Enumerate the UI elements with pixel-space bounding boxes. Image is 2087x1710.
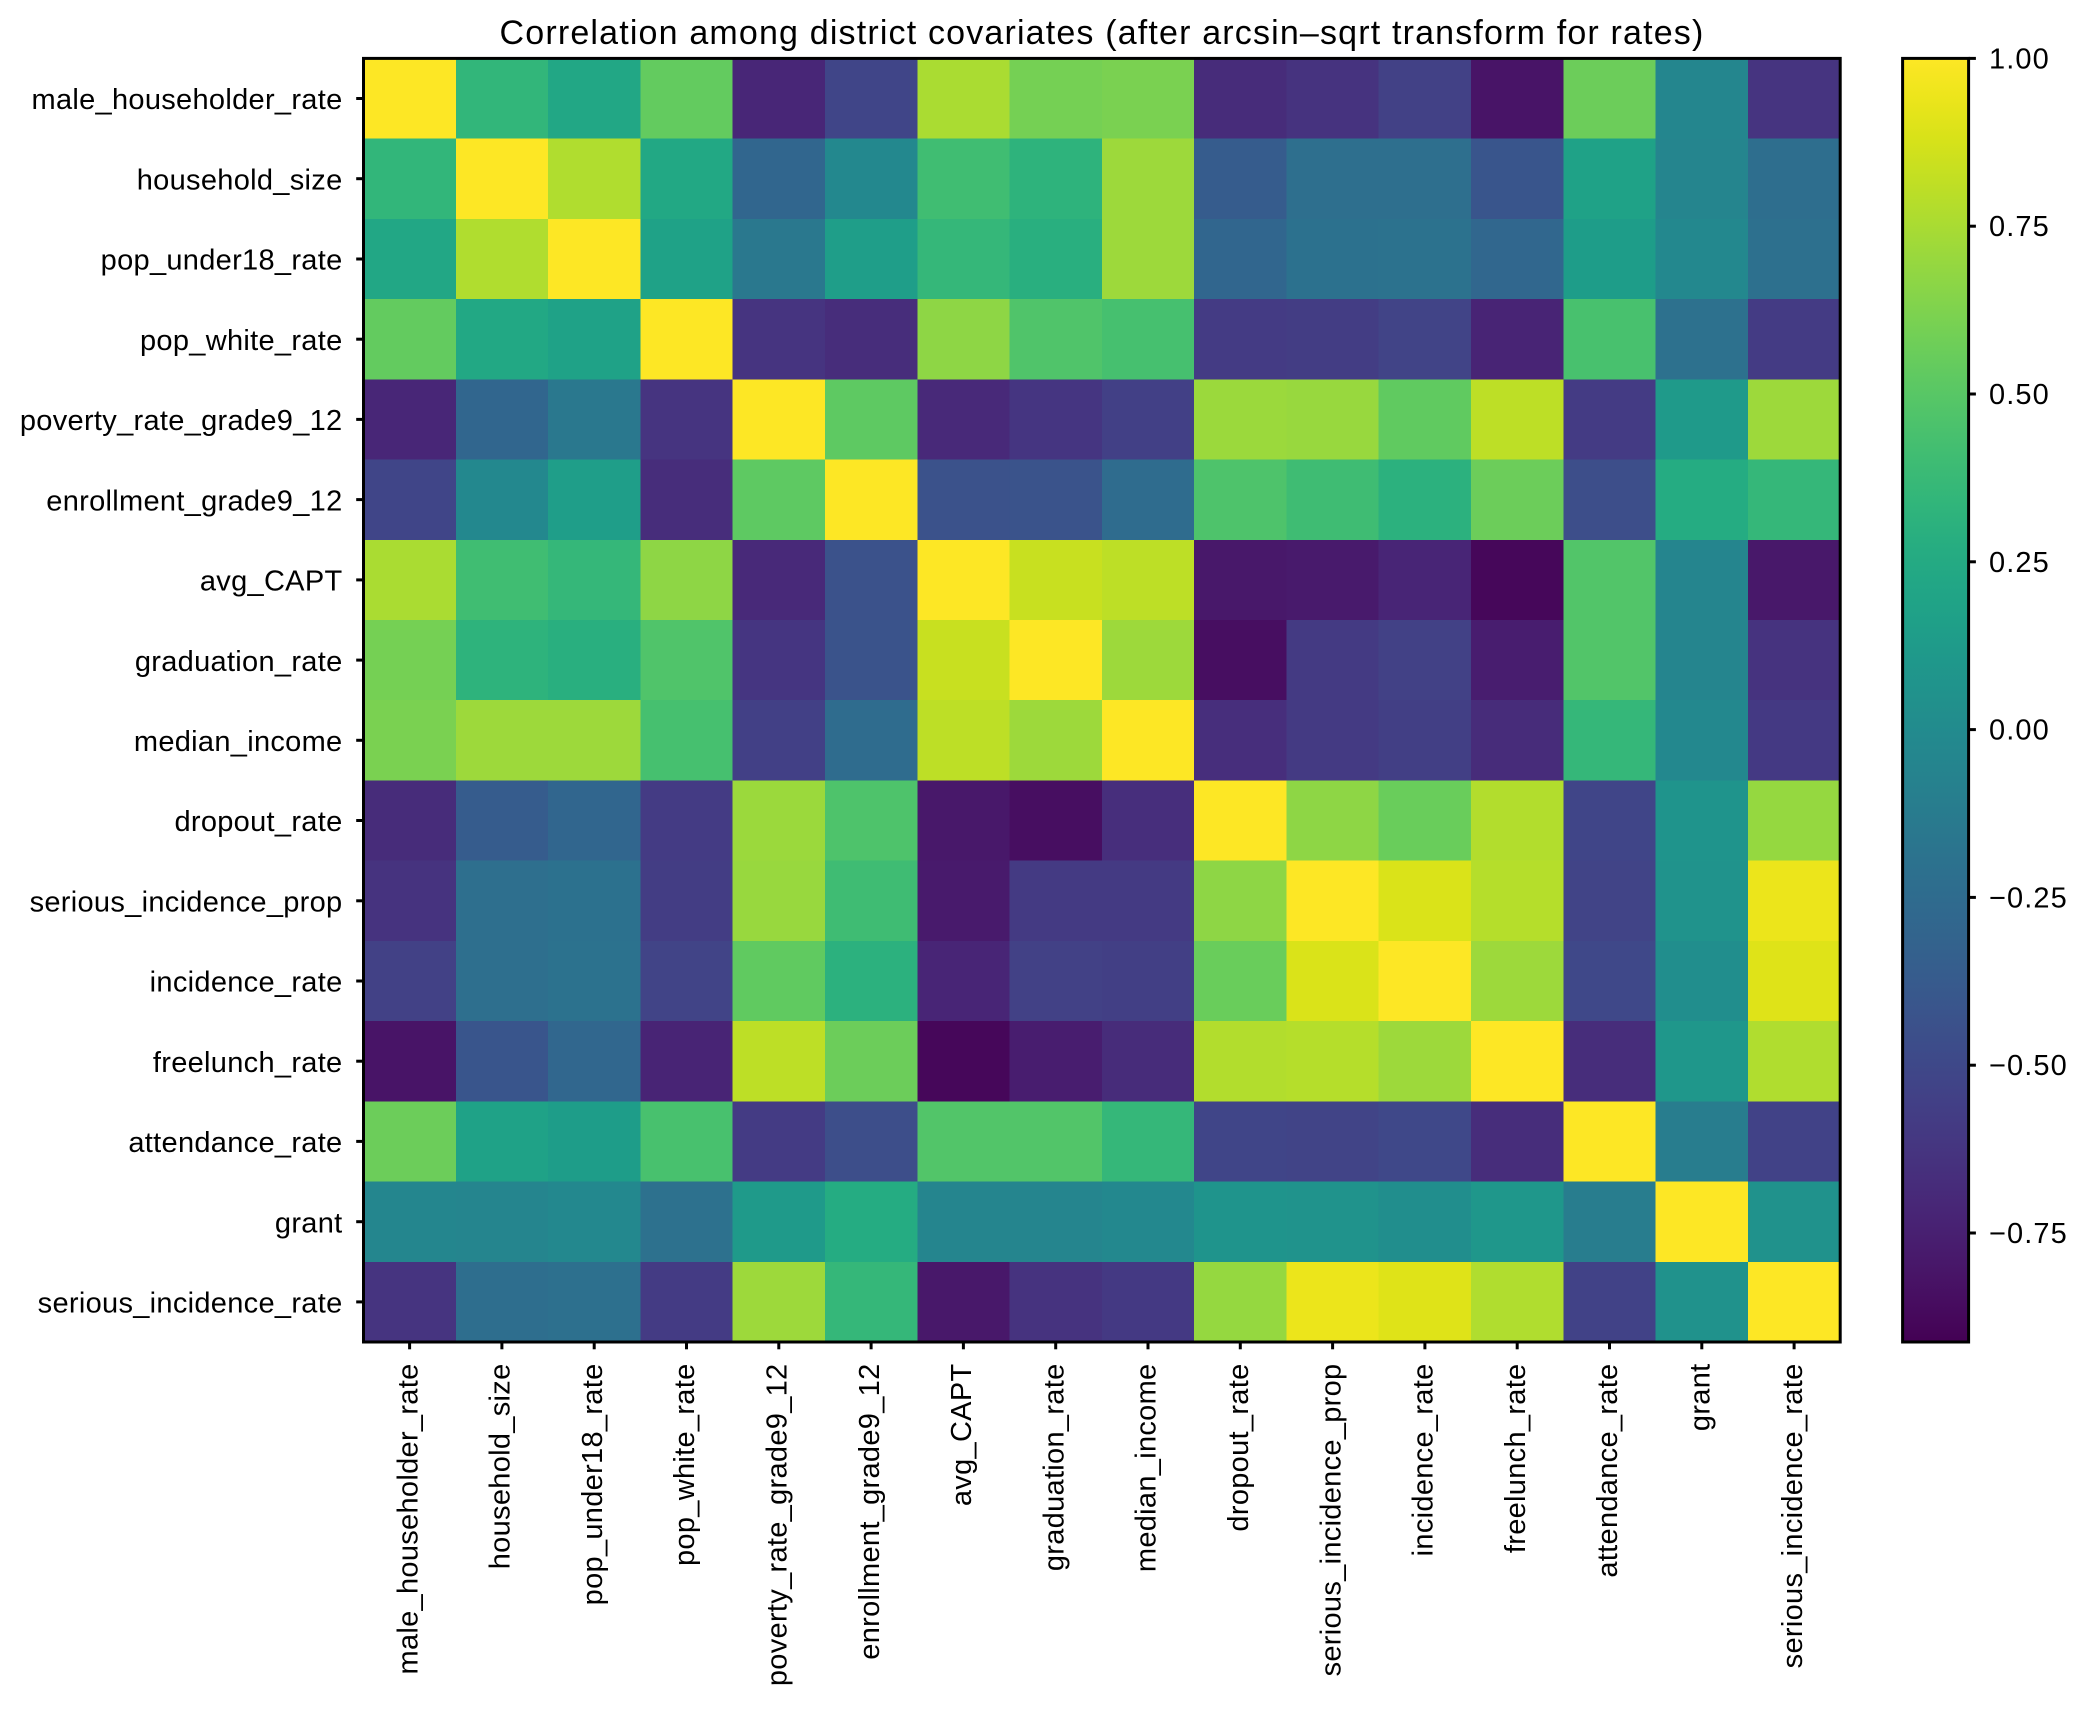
svg-text:graduation_rate: graduation_rate: [1038, 1364, 1070, 1572]
svg-text:poverty_rate_grade9_12: poverty_rate_grade9_12: [20, 405, 343, 437]
svg-text:median_income: median_income: [1131, 1364, 1163, 1573]
svg-text:−0.25: −0.25: [1989, 882, 2068, 914]
svg-text:Correlation among district cov: Correlation among district covariates (a…: [500, 14, 1705, 52]
svg-text:0.00: 0.00: [1989, 715, 2050, 747]
svg-text:0.50: 0.50: [1989, 379, 2050, 411]
svg-text:−0.50: −0.50: [1989, 1050, 2068, 1082]
svg-text:1.00: 1.00: [1989, 43, 2050, 75]
svg-text:incidence_rate: incidence_rate: [150, 967, 343, 999]
svg-text:household_size: household_size: [137, 164, 343, 196]
svg-text:serious_incidence_prop: serious_incidence_prop: [30, 887, 343, 919]
svg-text:−0.75: −0.75: [1989, 1218, 2068, 1250]
svg-text:serious_incidence_rate: serious_incidence_rate: [1777, 1364, 1809, 1669]
svg-text:household_size: household_size: [485, 1364, 517, 1570]
svg-text:dropout_rate: dropout_rate: [174, 806, 342, 838]
svg-text:poverty_rate_grade9_12: poverty_rate_grade9_12: [762, 1364, 794, 1687]
svg-text:male_householder_rate: male_householder_rate: [31, 84, 342, 116]
svg-text:male_householder_rate: male_householder_rate: [392, 1364, 424, 1675]
svg-text:dropout_rate: dropout_rate: [1223, 1364, 1255, 1532]
svg-text:freelunch_rate: freelunch_rate: [153, 1047, 343, 1079]
svg-text:median_income: median_income: [134, 726, 343, 758]
svg-text:attendance_rate: attendance_rate: [1592, 1364, 1624, 1578]
svg-text:enrollment_grade9_12: enrollment_grade9_12: [854, 1364, 886, 1660]
svg-text:enrollment_grade9_12: enrollment_grade9_12: [46, 485, 342, 517]
svg-text:0.25: 0.25: [1989, 547, 2050, 579]
svg-text:graduation_rate: graduation_rate: [135, 646, 343, 678]
svg-text:incidence_rate: incidence_rate: [1408, 1364, 1440, 1557]
svg-text:avg_CAPT: avg_CAPT: [946, 1364, 978, 1507]
svg-text:pop_white_rate: pop_white_rate: [140, 325, 343, 357]
svg-text:grant: grant: [1685, 1364, 1717, 1432]
svg-text:pop_white_rate: pop_white_rate: [669, 1364, 701, 1567]
svg-text:avg_CAPT: avg_CAPT: [200, 566, 343, 598]
svg-text:serious_incidence_prop: serious_incidence_prop: [1315, 1364, 1347, 1677]
svg-text:serious_incidence_rate: serious_incidence_rate: [38, 1288, 343, 1320]
svg-text:grant: grant: [275, 1207, 343, 1239]
svg-text:freelunch_rate: freelunch_rate: [1500, 1364, 1532, 1554]
svg-text:pop_under18_rate: pop_under18_rate: [101, 245, 343, 277]
svg-text:pop_under18_rate: pop_under18_rate: [577, 1364, 609, 1606]
svg-text:attendance_rate: attendance_rate: [128, 1127, 342, 1159]
svg-text:0.75: 0.75: [1989, 211, 2050, 243]
